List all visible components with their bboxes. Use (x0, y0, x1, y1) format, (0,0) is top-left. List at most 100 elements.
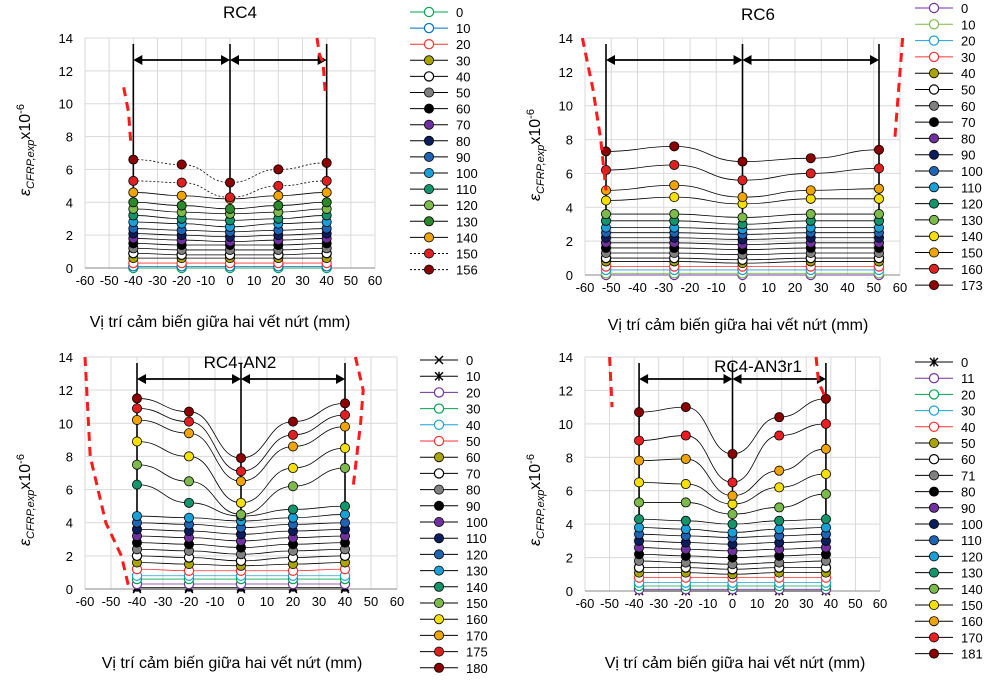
legend-item: 71 (915, 468, 975, 483)
x-tick-label: 10 (762, 280, 776, 295)
data-point (737, 175, 748, 186)
x-tick-label: 10 (247, 273, 261, 288)
data-point (339, 501, 350, 512)
legend-item: 160 (420, 612, 488, 627)
arrow-head (742, 55, 752, 65)
data-point (224, 192, 235, 203)
x-tick-label: -10 (206, 594, 225, 609)
y-tick-label: 0 (566, 584, 573, 599)
legend-item: 80 (420, 483, 480, 498)
legend-item: 120 (420, 547, 488, 562)
data-point (727, 509, 738, 520)
legend-label: 156 (456, 263, 478, 278)
y-label-factor: x10 (527, 464, 544, 490)
x-tick-label: 50 (848, 596, 862, 611)
legend-label: 120 (466, 547, 488, 562)
legend-marker (423, 200, 434, 211)
data-point (805, 209, 816, 220)
legend-item: 30 (410, 53, 470, 68)
data-point (634, 455, 645, 466)
legend-marker (929, 519, 940, 530)
legend-marker (433, 565, 444, 576)
series-110 (601, 222, 885, 235)
legend-marker (929, 198, 940, 209)
fit-envelope (83, 356, 131, 590)
data-point (321, 187, 332, 198)
data-point (634, 477, 645, 488)
fit-envelope (580, 37, 608, 191)
data-point (235, 497, 246, 508)
legend-label: 90 (961, 148, 975, 163)
arrow-head (241, 374, 250, 384)
x-tick-label: 40 (824, 596, 838, 611)
x-tick-label: -20 (681, 280, 700, 295)
legend-marker (423, 55, 434, 66)
legend-marker (928, 19, 940, 30)
legend-marker (433, 387, 445, 398)
legend-item: 0 (420, 353, 473, 368)
y-axis-label: εCFRP,expx10-6 (15, 454, 37, 546)
legend-marker (433, 646, 444, 657)
legend-label: 100 (456, 166, 478, 181)
fit-envelope (351, 356, 365, 490)
legend-marker (423, 22, 435, 34)
legend-marker (928, 405, 940, 416)
series-130 (601, 209, 885, 223)
x-tick-label: -20 (180, 594, 199, 609)
series-140 (634, 489, 831, 520)
y-label-exponent: -6 (525, 109, 537, 119)
data-point (601, 195, 612, 206)
legend-marker (929, 486, 940, 497)
x-tick-label: 30 (295, 273, 309, 288)
legend-item: 0 (410, 5, 463, 20)
data-point (820, 418, 831, 429)
data-point (273, 190, 284, 201)
data-point (287, 481, 298, 492)
data-point (131, 414, 142, 425)
legend-label: 120 (456, 198, 478, 213)
legend-item: 11 (915, 371, 975, 386)
legend-marker (433, 614, 444, 625)
series-140 (601, 192, 885, 209)
legend-item: 170 (420, 628, 488, 643)
data-point (727, 519, 738, 530)
legend-item: 30 (915, 404, 975, 419)
data-point (737, 192, 748, 203)
legend-marker (434, 355, 444, 365)
legend-label: 70 (466, 466, 480, 481)
legend-item: 10 (915, 17, 975, 32)
x-tick-label: -50 (102, 594, 121, 609)
x-tick-label: -60 (76, 273, 95, 288)
legend-marker (929, 165, 940, 176)
y-tick-label: 14 (59, 350, 73, 365)
legend-item: 160 (915, 614, 983, 629)
data-point (820, 514, 831, 525)
y-tick-label: 14 (559, 350, 573, 365)
legend-marker (423, 151, 434, 162)
legend-item: 0 (915, 355, 968, 370)
data-point (601, 146, 612, 157)
data-point (131, 479, 142, 490)
x-tick-label: 0 (739, 280, 746, 295)
legend-label: 60 (466, 450, 480, 465)
legend-label: 10 (456, 21, 470, 36)
legend-label: 90 (466, 499, 480, 514)
legend-marker (929, 117, 940, 128)
data-point (680, 453, 691, 464)
arrow-head (232, 374, 241, 384)
legend-item: 70 (410, 118, 470, 133)
legend-marker (433, 468, 445, 479)
y-tick-label: 0 (566, 268, 573, 283)
series-150 (634, 468, 831, 510)
legend-item: 80 (915, 485, 975, 500)
x-tick-label: -40 (628, 280, 647, 295)
legend-item: 110 (420, 531, 487, 546)
series-160 (131, 436, 350, 508)
data-point (131, 393, 142, 404)
x-tick-label: 20 (788, 280, 802, 295)
y-tick-label: 10 (59, 416, 73, 431)
data-point (273, 180, 284, 191)
legend-label: 120 (961, 549, 983, 564)
chart-title: RC4-AN3r1 (714, 357, 802, 376)
legend-label: 30 (456, 53, 470, 68)
